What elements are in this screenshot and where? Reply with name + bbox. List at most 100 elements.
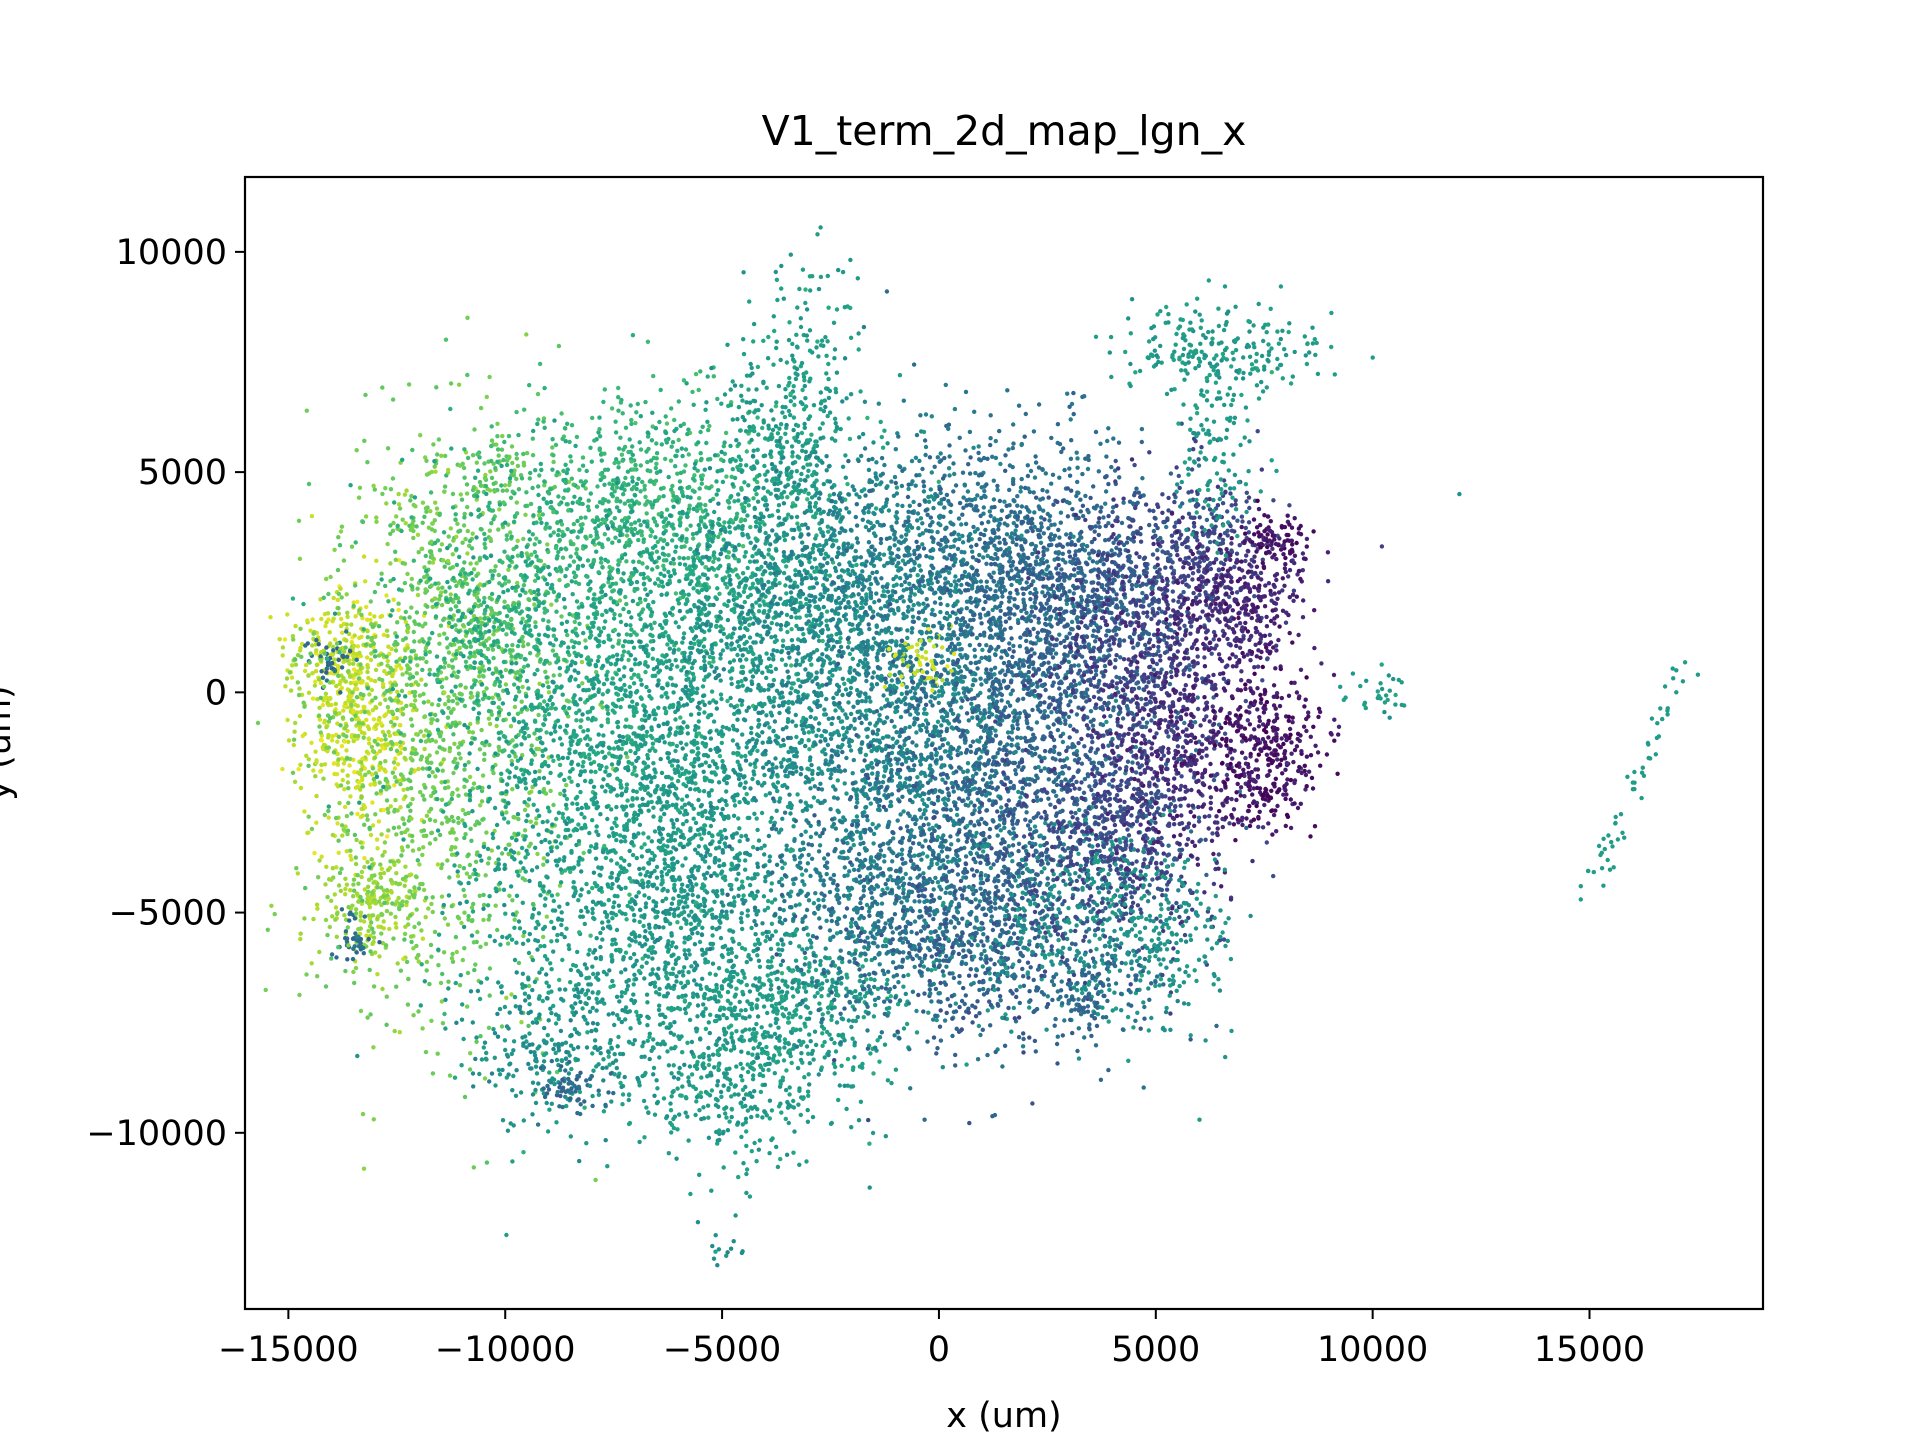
scatter-point: [457, 383, 461, 387]
scatter-point: [515, 581, 519, 585]
scatter-point: [340, 769, 344, 773]
scatter-point: [455, 701, 459, 705]
scatter-point: [555, 892, 559, 896]
scatter-point: [488, 966, 492, 970]
scatter-point: [645, 511, 649, 515]
scatter-point: [522, 731, 526, 735]
scatter-point: [446, 716, 450, 720]
scatter-point: [575, 435, 579, 439]
scatter-point: [418, 882, 422, 886]
scatter-point: [685, 527, 689, 531]
scatter-point: [566, 583, 570, 587]
scatter-point: [646, 575, 650, 579]
scatter-point: [470, 933, 474, 937]
scatter-point: [460, 640, 464, 644]
scatter-point: [601, 692, 605, 696]
scatter-point: [441, 769, 445, 773]
scatter-point: [610, 754, 614, 758]
scatter-point: [549, 586, 553, 590]
scatter-point: [684, 1011, 688, 1015]
scatter-point: [385, 634, 389, 638]
scatter-point: [495, 717, 499, 721]
scatter-point: [376, 742, 380, 746]
scatter-point: [345, 957, 349, 961]
scatter-point: [516, 817, 520, 821]
scatter-point: [548, 961, 552, 965]
scatter-point: [457, 600, 461, 604]
scatter-point: [534, 926, 538, 930]
scatter-point: [649, 527, 653, 531]
scatter-point: [326, 703, 330, 707]
scatter-point: [335, 642, 339, 646]
scatter-point: [487, 743, 491, 747]
scatter-point: [477, 711, 481, 715]
scatter-point: [739, 519, 743, 523]
scatter-point: [735, 512, 739, 516]
scatter-point: [558, 538, 562, 542]
scatter-point: [545, 819, 549, 823]
scatter-point: [377, 768, 381, 772]
scatter-point: [509, 655, 513, 659]
scatter-point: [367, 741, 371, 745]
scatter-point: [562, 778, 566, 782]
scatter-point: [356, 927, 360, 931]
scatter-point: [628, 956, 632, 960]
scatter-point: [547, 491, 551, 495]
scatter-point: [391, 687, 395, 691]
scatter-point: [352, 889, 356, 893]
scatter-point: [557, 528, 561, 532]
scatter-point: [471, 730, 475, 734]
scatter-point: [551, 648, 555, 652]
scatter-point: [470, 685, 474, 689]
scatter-point: [565, 902, 569, 906]
scatter-point: [383, 698, 387, 702]
scatter-point: [419, 1003, 423, 1007]
scatter-point: [315, 663, 319, 667]
scatter-point: [455, 787, 459, 791]
scatter-point: [576, 898, 580, 902]
scatter-point: [422, 747, 426, 751]
scatter-point: [577, 641, 581, 645]
scatter-point: [550, 468, 554, 472]
scatter-point: [424, 739, 428, 743]
scatter-point: [586, 615, 590, 619]
scatter-point: [464, 576, 468, 580]
scatter-point: [409, 940, 413, 944]
scatter-point: [562, 793, 566, 797]
scatter-point: [492, 701, 496, 705]
scatter-point: [328, 716, 332, 720]
scatter-point: [302, 809, 306, 813]
scatter-point: [374, 668, 378, 672]
scatter-point: [450, 797, 454, 801]
scatter-point: [531, 824, 535, 828]
scatter-point: [537, 540, 541, 544]
scatter-point: [491, 615, 495, 619]
scatter-point: [433, 596, 437, 600]
scatter-point: [580, 681, 584, 685]
scatter-point: [393, 640, 397, 644]
scatter-point: [382, 808, 386, 812]
scatter-point: [342, 733, 346, 737]
scatter-point: [385, 995, 389, 999]
scatter-point: [414, 680, 418, 684]
scatter-point: [627, 818, 631, 822]
scatter-point: [527, 1002, 531, 1006]
scatter-point: [320, 738, 324, 742]
scatter-point: [612, 900, 616, 904]
scatter-point: [547, 890, 551, 894]
scatter-point: [637, 518, 641, 522]
scatter-point: [343, 645, 347, 649]
scatter-point: [517, 602, 521, 606]
scatter-point: [355, 652, 359, 656]
scatter-point: [336, 535, 340, 539]
scatter-point: [615, 995, 619, 999]
scatter-point: [440, 798, 444, 802]
scatter-point: [264, 988, 268, 992]
scatter-point: [682, 422, 686, 426]
scatter-point: [465, 316, 469, 320]
scatter-point: [476, 469, 480, 473]
scatter-point: [463, 894, 467, 898]
scatter-point: [489, 554, 493, 558]
scatter-point: [348, 675, 352, 679]
scatter-point: [536, 493, 540, 497]
